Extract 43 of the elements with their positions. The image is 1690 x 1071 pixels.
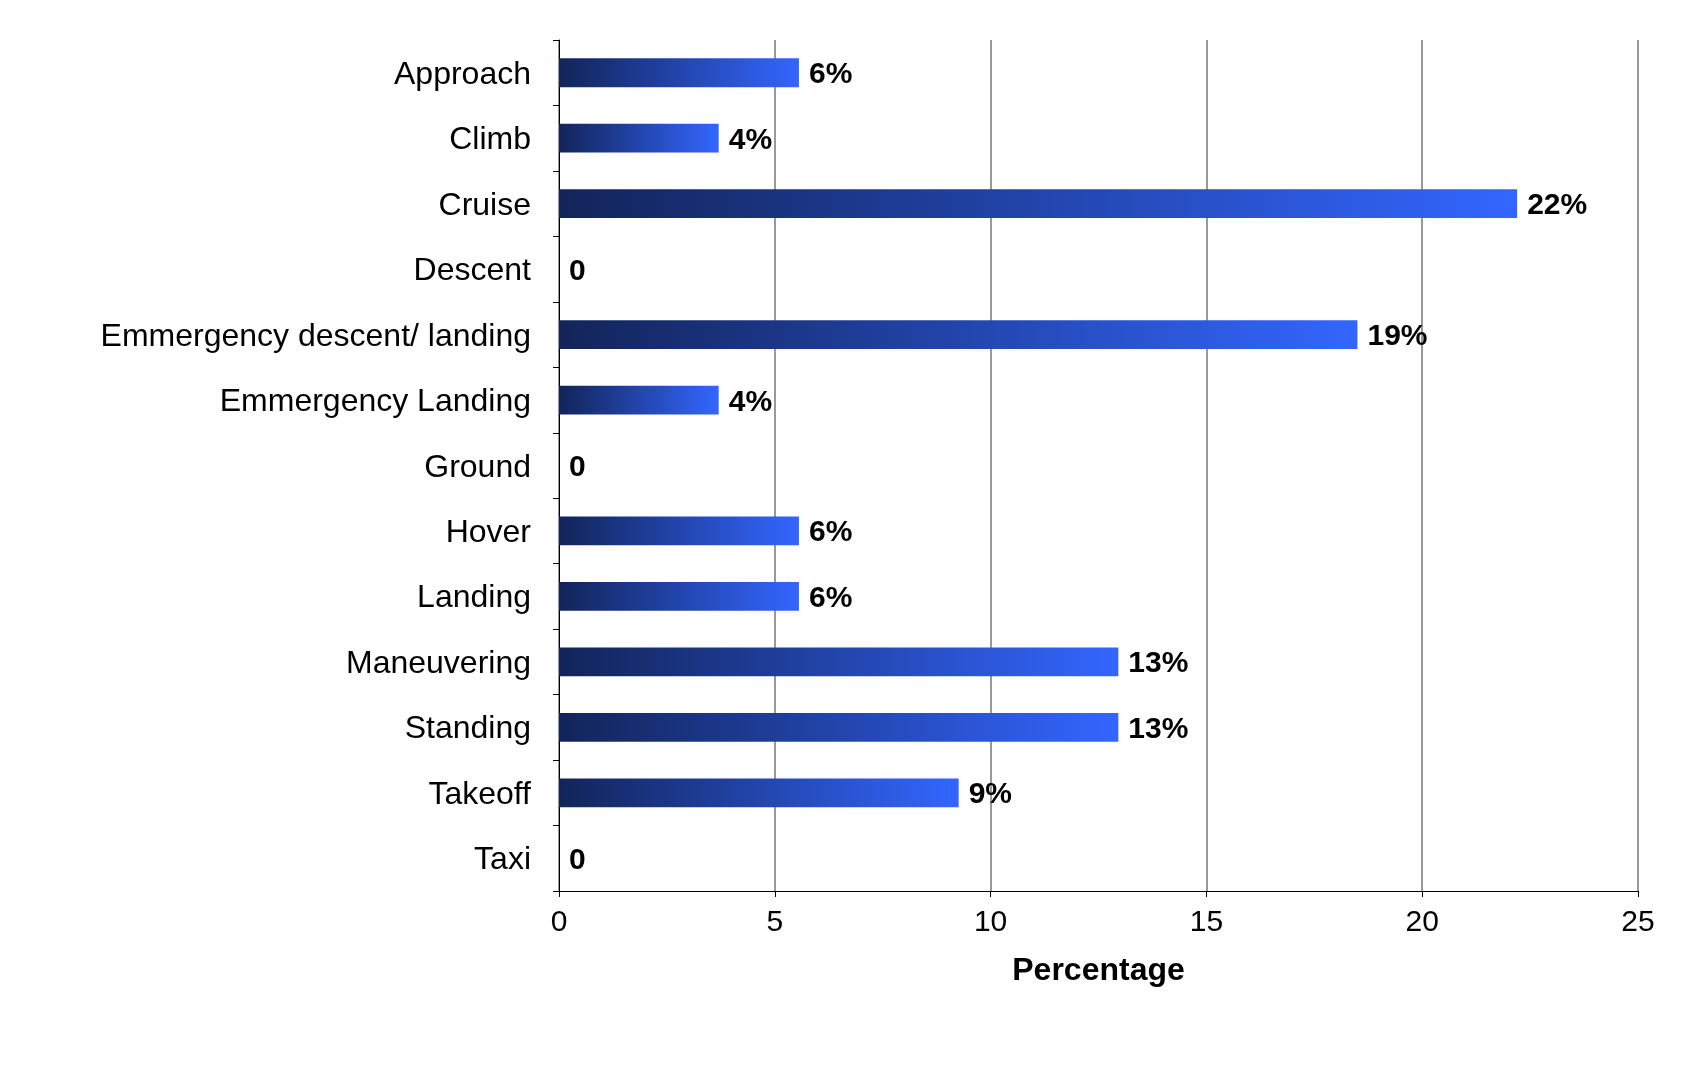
data-label: 4% bbox=[728, 121, 773, 155]
y-tick-label: Hover bbox=[445, 512, 532, 549]
bar bbox=[559, 582, 799, 611]
bar bbox=[559, 712, 1119, 742]
x-axis-title: Percentage bbox=[1012, 951, 1185, 987]
y-tick-label: Emmergency Landing bbox=[219, 382, 531, 419]
y-tick-label: Ground bbox=[424, 447, 531, 484]
x-tick-label: 0 bbox=[550, 903, 568, 937]
y-tick-label: Approach bbox=[394, 54, 531, 91]
bar bbox=[559, 123, 719, 153]
data-label: 4% bbox=[728, 383, 773, 417]
data-label: 19% bbox=[1367, 318, 1428, 352]
data-label: 6% bbox=[808, 56, 853, 90]
bar bbox=[559, 778, 959, 808]
data-label: 6% bbox=[808, 579, 853, 613]
data-label: 0 bbox=[569, 252, 586, 286]
y-tick-label: Landing bbox=[417, 578, 531, 615]
y-tick-label: Cruise bbox=[438, 185, 531, 222]
x-tick-label: 5 bbox=[766, 903, 784, 937]
x-tick-label: 15 bbox=[1189, 903, 1224, 937]
bar bbox=[559, 189, 1518, 219]
bar bbox=[559, 516, 799, 546]
x-tick-label: 20 bbox=[1405, 903, 1439, 937]
x-tick-label: 10 bbox=[973, 903, 1008, 937]
bar bbox=[559, 58, 799, 88]
data-label: 9% bbox=[968, 776, 1013, 810]
y-tick-label: Climb bbox=[449, 120, 531, 157]
data-label: 6% bbox=[808, 514, 853, 548]
y-tick-label: Taxi bbox=[474, 840, 531, 877]
data-label: 0 bbox=[569, 449, 586, 482]
bar bbox=[559, 647, 1119, 677]
y-tick-label: Descent bbox=[413, 251, 532, 288]
y-tick-label: Takeoff bbox=[428, 774, 532, 811]
data-label: 0 bbox=[569, 841, 586, 875]
data-label: 13% bbox=[1128, 710, 1189, 744]
data-label: 22% bbox=[1527, 187, 1588, 221]
bar bbox=[559, 320, 1358, 349]
data-label: 13% bbox=[1128, 645, 1189, 679]
y-tick-label: Standing bbox=[404, 709, 531, 746]
bar bbox=[559, 385, 719, 415]
y-tick-label: Emmergency descent/ landing bbox=[100, 316, 531, 353]
y-tick-label: Maneuvering bbox=[346, 643, 531, 680]
x-tick-label: 25 bbox=[1621, 903, 1655, 937]
